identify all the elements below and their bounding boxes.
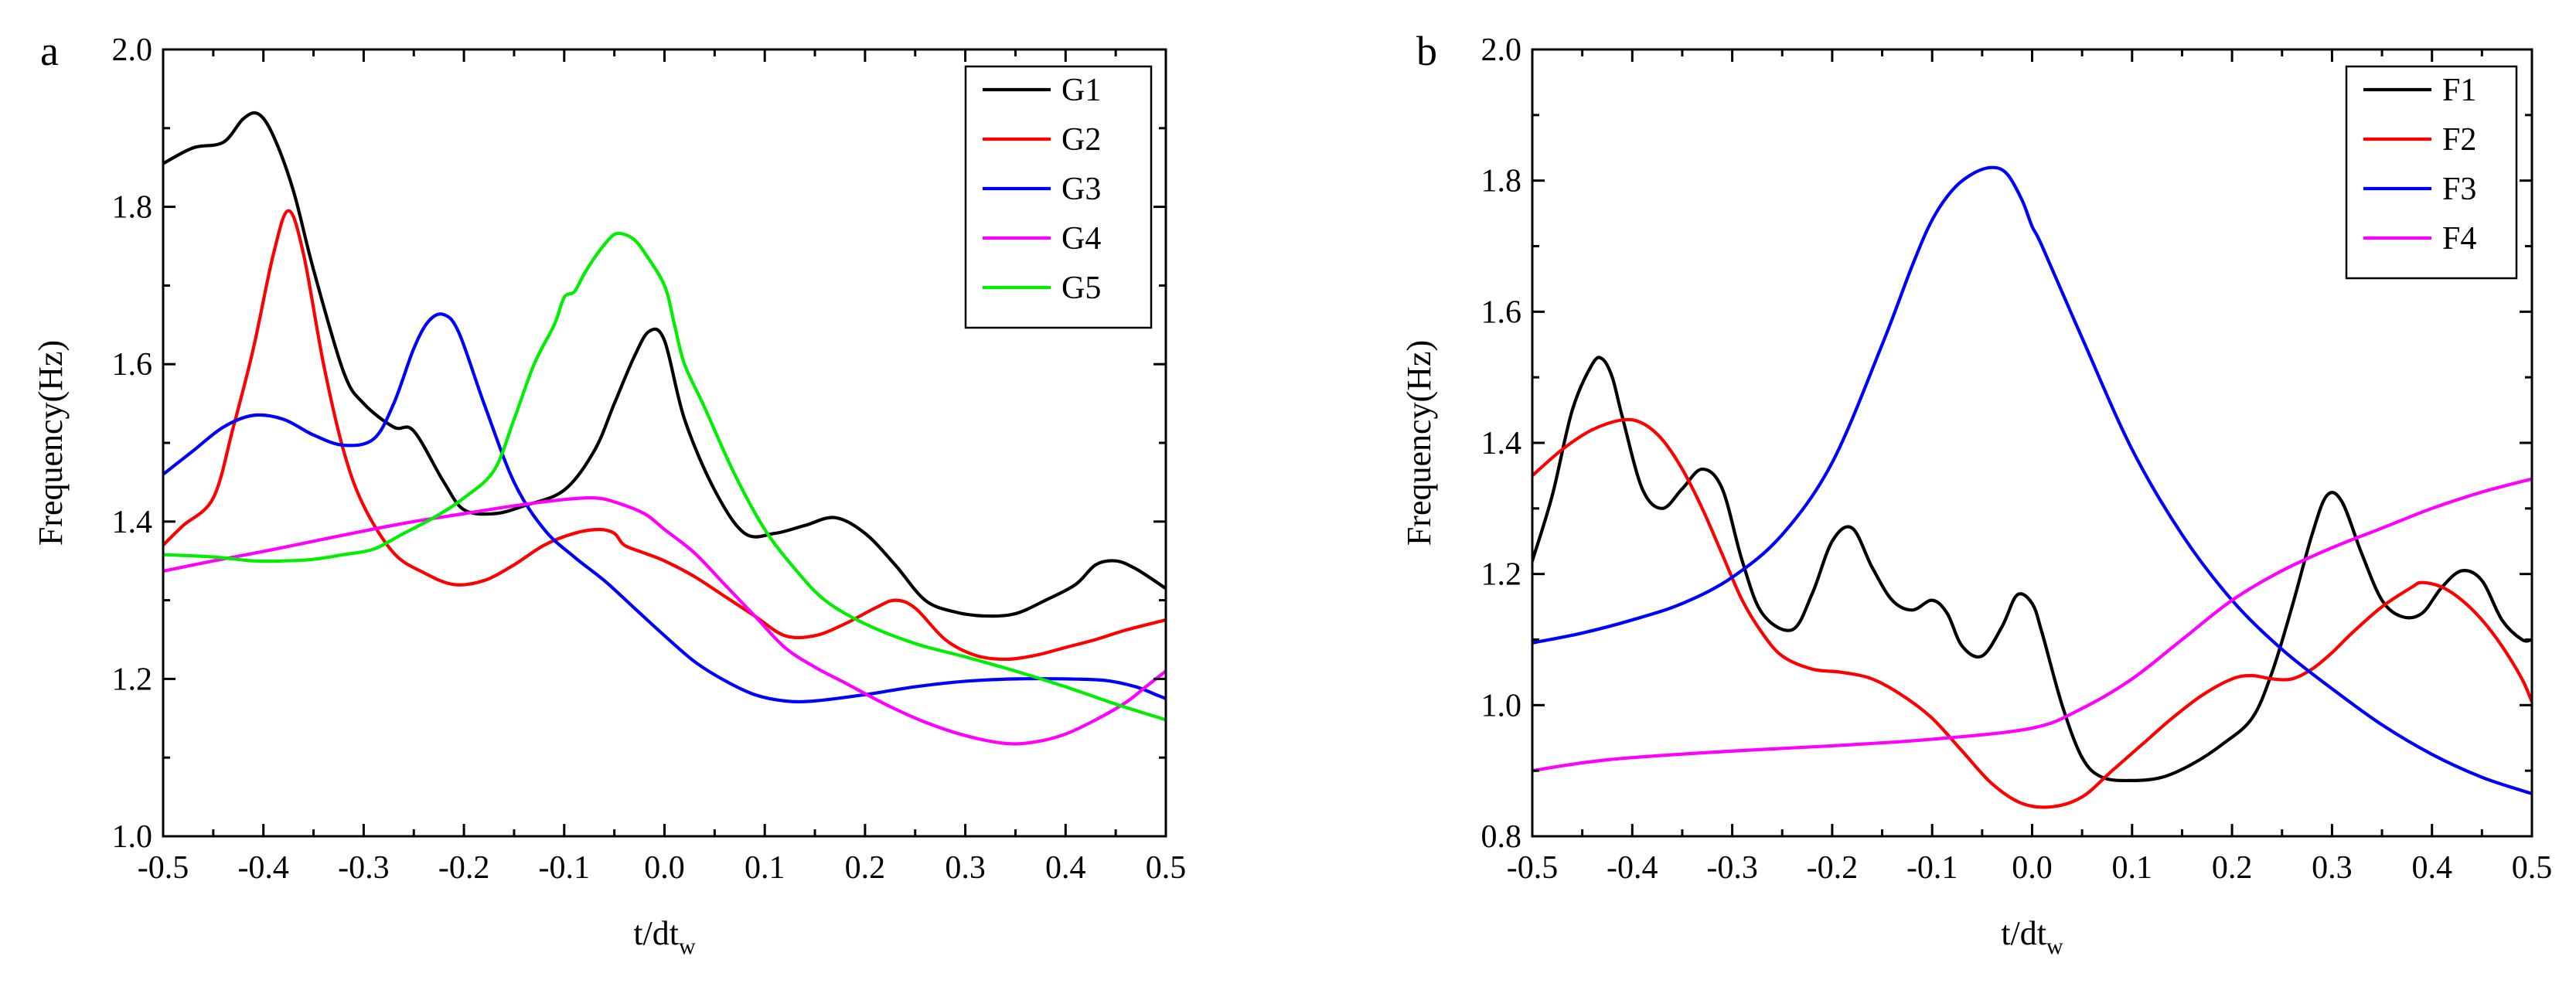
series-line-f2	[1532, 417, 2532, 809]
x-tick-label: 0.0	[2012, 850, 2053, 886]
series-line-g4	[163, 496, 1166, 746]
x-tick-label: -0.5	[138, 850, 189, 886]
x-tick-label: -0.2	[1807, 850, 1859, 886]
y-tick-label: 1.4	[1481, 426, 1522, 461]
series-line-g5	[163, 231, 1166, 722]
legend: F1 F2 F3 F4	[2345, 65, 2518, 280]
x-tick-label: 0.1	[2112, 850, 2153, 886]
legend-box	[2345, 65, 2518, 280]
panel-b: -0.5 -0.4 -0.3 -0.2 -0.1 0.0 0.1 0.2 0.3 0.4 0.5 0.…	[1400, 28, 2552, 959]
x-tick-label: -0.3	[1706, 850, 1758, 886]
series-line-f4	[1532, 477, 2532, 773]
x-tick-label: 0.2	[845, 850, 886, 886]
series-group	[163, 111, 1166, 746]
x-tick-label: -0.1	[1906, 850, 1958, 886]
legend-label-f2: F2	[2442, 122, 2476, 158]
x-axis-label: t/dtw	[2001, 914, 2063, 959]
x-tick-label: 0.3	[2312, 850, 2353, 886]
y-tick-label: 1.6	[112, 347, 153, 383]
series-line-g2	[163, 209, 1166, 662]
x-tick-label: -0.4	[237, 850, 289, 886]
x-tick-label: -0.1	[539, 850, 591, 886]
legend-label-f1: F1	[2442, 73, 2476, 108]
panel-label: a	[40, 28, 59, 74]
y-tick-label: 1.0	[112, 819, 153, 855]
legend-label-g2: G2	[1061, 122, 1101, 158]
panel-label: b	[1416, 28, 1437, 74]
legend: G1 G2 G3 G4 G5	[964, 65, 1153, 329]
legend-label-f3: F3	[2442, 172, 2476, 207]
x-tick-label: 0.2	[2212, 850, 2253, 886]
series-line-f3	[1532, 165, 2532, 795]
x-tick-label: -0.3	[338, 850, 390, 886]
y-tick-label: 1.0	[1481, 688, 1522, 723]
x-tick-label: -0.5	[1507, 850, 1559, 886]
legend-label-g5: G5	[1061, 271, 1101, 306]
series-line-f1	[1532, 356, 2532, 783]
y-tick-label: 1.6	[1481, 294, 1522, 330]
legend-label-g3: G3	[1061, 172, 1101, 207]
y-tick-label: 1.2	[112, 662, 153, 697]
legend-label-g4: G4	[1061, 221, 1101, 257]
legend-label-g1: G1	[1061, 73, 1101, 108]
x-tick-label: -0.2	[438, 850, 490, 886]
y-tick-label: 1.4	[112, 505, 153, 540]
series-group	[1532, 165, 2532, 809]
y-tick-label: 0.8	[1481, 819, 1522, 855]
y-tick-label: 1.8	[1481, 164, 1522, 199]
y-tick-label: 1.2	[1481, 557, 1522, 593]
x-tick-label: -0.4	[1607, 850, 1658, 886]
y-tick-label: 2.0	[1481, 32, 1522, 68]
x-tick-label: 0.4	[1045, 850, 1086, 886]
y-tick-label: 1.8	[112, 190, 153, 226]
x-axis-label: t/dtw	[633, 914, 696, 959]
y-tick-label: 2.0	[112, 32, 153, 68]
legend-label-f4: F4	[2442, 221, 2476, 257]
series-line-g1	[163, 111, 1166, 618]
x-tick-label: 0.0	[644, 850, 685, 886]
panel-a: -0.5 -0.4 -0.3 -0.2 -0.1 0.0 0.1 0.2 0.3 0.4 0.5 1.…	[32, 28, 1186, 959]
x-tick-label: 0.3	[945, 850, 986, 886]
x-tick-label: 0.5	[2512, 850, 2553, 886]
y-axis-label: Frequency(Hz)	[1400, 340, 1438, 546]
y-axis-label: Frequency(Hz)	[32, 340, 70, 546]
x-tick-label: 0.4	[2411, 850, 2452, 886]
x-tick-label: 0.1	[745, 850, 785, 886]
x-tick-label: 0.5	[1146, 850, 1187, 886]
series-line-g3	[163, 312, 1166, 704]
legend-box	[964, 65, 1153, 329]
